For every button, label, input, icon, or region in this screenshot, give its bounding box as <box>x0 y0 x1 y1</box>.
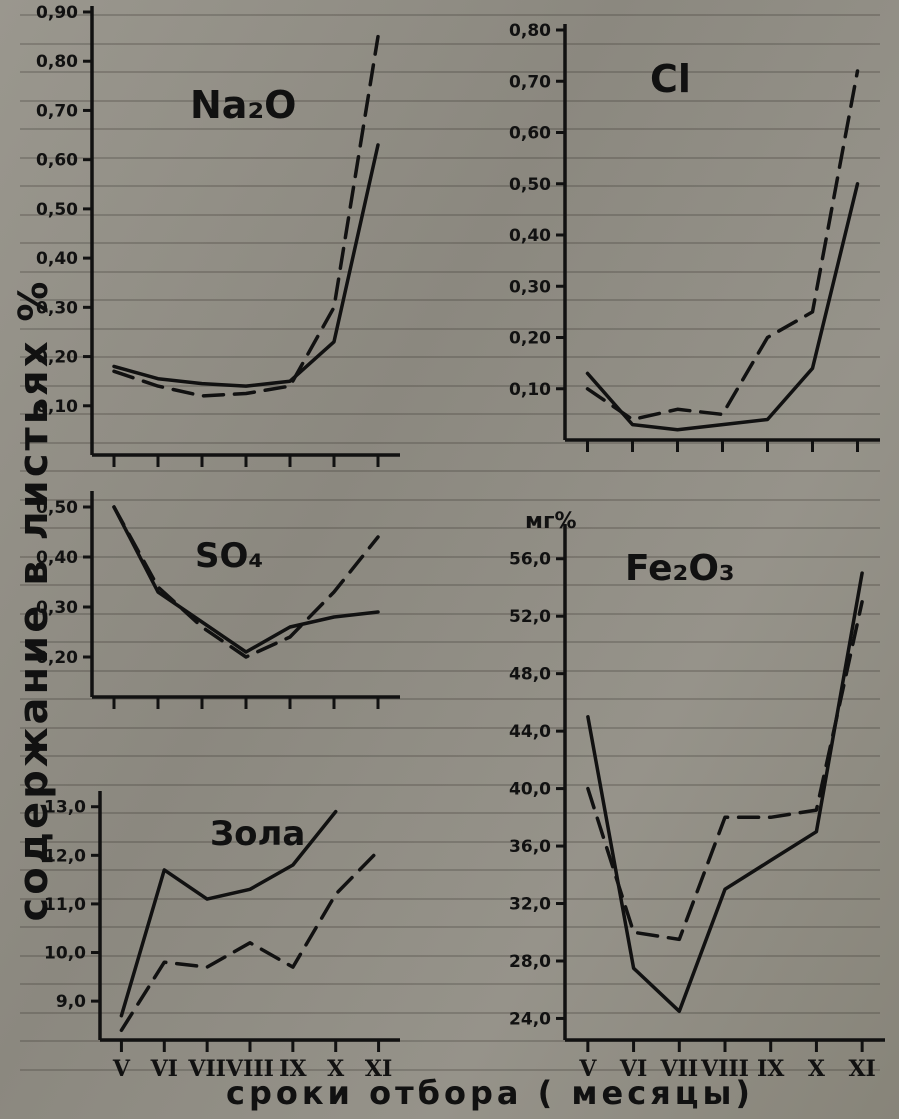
y-tick-label: 0,10 <box>36 397 78 417</box>
series-line-dashed <box>112 34 380 398</box>
y-tick-label: 0,30 <box>36 598 78 618</box>
x-tick-label: V <box>112 1056 131 1082</box>
y-tick-label: 0,40 <box>36 249 78 269</box>
chart-panel-cl: 0,10 0,20 0,30 0,40 0,50 0,60 0,70 0,80 Cl <box>509 21 880 452</box>
x-tick-label: VIII <box>225 1056 274 1082</box>
y-tick-label: 0,30 <box>36 298 78 318</box>
y-tick-label: 52,0 <box>509 607 551 627</box>
series-line-solid <box>112 143 380 388</box>
y-tick-label: 0,10 <box>509 380 551 400</box>
series-line-solid <box>586 571 864 1014</box>
y-tick-label: 13,0 <box>44 798 86 818</box>
series-line-dashed <box>585 69 860 422</box>
x-tick-label: XI <box>365 1056 392 1082</box>
y-tick-label: 0,50 <box>36 498 78 518</box>
y-tick-label: 0,70 <box>509 72 551 92</box>
y-tick-label: 48,0 <box>509 665 551 685</box>
x-tick-label: VIII <box>700 1056 749 1082</box>
y-tick-label: 11,0 <box>44 895 86 915</box>
x-tick-label: X <box>327 1056 345 1082</box>
y-tick-label: 9,0 <box>56 992 86 1012</box>
y-tick-label: 40,0 <box>509 780 551 800</box>
y-tick-label: 0,30 <box>509 277 551 297</box>
y-tick-label: 0,20 <box>36 348 78 368</box>
x-tick-label: X <box>808 1056 826 1082</box>
y-tick-label: 24,0 <box>509 1009 551 1029</box>
panel-title: Зола <box>210 814 305 854</box>
y-tick-label: 28,0 <box>509 952 551 972</box>
y-tick-label: 44,0 <box>509 722 551 742</box>
y-tick-label: 12,0 <box>44 846 86 866</box>
x-tick-label: VI <box>150 1056 178 1082</box>
x-tick-label: XI <box>848 1056 875 1082</box>
y-tick-label: 0,70 <box>36 101 78 121</box>
y-tick-label: 0,90 <box>36 3 78 23</box>
panel-title: Na₂O <box>190 83 296 127</box>
y-tick-label: 56,0 <box>509 550 551 570</box>
y-tick-label: 0,50 <box>509 175 551 195</box>
x-tick-label: IX <box>757 1056 785 1082</box>
chart-panel-ash: 9,0 10,0 11,0 12,0 13,0 V VI VII VIII IX X XI Зола <box>44 791 400 1082</box>
x-tick-label: V <box>578 1056 597 1082</box>
y-tick-label: 0,50 <box>36 200 78 220</box>
series-line-solid <box>119 809 338 1018</box>
panel-title: SO₄ <box>195 536 263 576</box>
series-line-solid <box>585 182 860 432</box>
y-tick-label: 36,0 <box>509 837 551 857</box>
panel-title: Cl <box>650 57 691 101</box>
chart-panel-fe2o3: 24,0 28,0 32,0 36,0 40,0 44,0 48,0 52,0 56,0 V VI V… <box>509 509 885 1082</box>
y-tick-label: 0,20 <box>509 329 551 349</box>
unit-label: мг% <box>525 509 577 534</box>
panel-title: Fe₂O₃ <box>625 548 735 589</box>
y-tick-label: 0,80 <box>509 21 551 41</box>
chart-panel-so4: 0,20 0,30 0,40 0,50 SO₄ <box>36 491 400 709</box>
x-tick-label: IX <box>279 1056 307 1082</box>
series-line-dashed <box>112 505 380 659</box>
y-tick-label: 0,40 <box>36 548 78 568</box>
series-line-solid <box>112 505 380 654</box>
series-line-dashed <box>119 848 381 1033</box>
x-tick-label: VII <box>187 1056 226 1082</box>
y-axis-label-text: содержание в листьях % <box>11 278 57 922</box>
y-tick-label: 0,60 <box>36 151 78 171</box>
x-tick-label: VII <box>659 1056 698 1082</box>
series-line-dashed <box>586 600 864 942</box>
x-tick-label: VI <box>619 1056 647 1082</box>
y-axis-label: содержание в листьях % <box>6 278 62 921</box>
y-tick-label: 10,0 <box>44 944 86 964</box>
y-tick-label: 0,20 <box>36 648 78 668</box>
x-axis-label: сроки отбора ( месяцы) <box>225 1074 755 1112</box>
y-tick-label: 0,40 <box>509 226 551 246</box>
y-tick-label: 0,60 <box>509 124 551 144</box>
y-tick-label: 0,80 <box>36 52 78 72</box>
chart-panel-na2o: 0,10 0,20 0,30 0,40 0,50 0,60 0,70 0,80 0,90 Na₂O <box>36 3 400 467</box>
y-tick-label: 32,0 <box>509 895 551 915</box>
